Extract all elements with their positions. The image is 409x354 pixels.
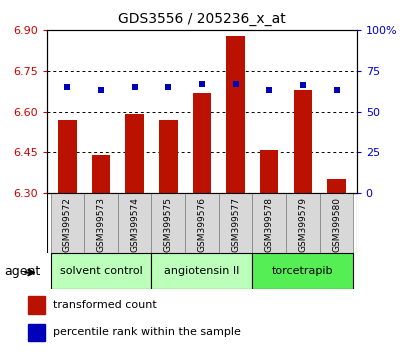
- Bar: [159, 120, 177, 193]
- Text: percentile rank within the sample: percentile rank within the sample: [52, 327, 240, 337]
- Text: GSM399576: GSM399576: [197, 197, 206, 252]
- Bar: [84, 193, 117, 253]
- Text: agent: agent: [4, 266, 40, 278]
- Bar: [151, 193, 184, 253]
- Bar: [125, 114, 144, 193]
- Bar: [285, 193, 319, 253]
- Bar: [50, 193, 84, 253]
- Bar: [218, 193, 252, 253]
- Bar: [58, 120, 76, 193]
- Text: solvent control: solvent control: [59, 266, 142, 276]
- Title: GDS3556 / 205236_x_at: GDS3556 / 205236_x_at: [118, 12, 285, 26]
- Bar: [259, 149, 278, 193]
- Bar: [319, 193, 353, 253]
- Bar: [326, 179, 345, 193]
- Bar: [28, 324, 45, 341]
- Bar: [184, 193, 218, 253]
- Bar: [151, 253, 252, 289]
- Bar: [252, 253, 353, 289]
- Text: angiotensin II: angiotensin II: [164, 266, 239, 276]
- Bar: [117, 193, 151, 253]
- Bar: [28, 297, 45, 314]
- Bar: [252, 193, 285, 253]
- Text: transformed count: transformed count: [52, 300, 156, 310]
- Text: GSM399579: GSM399579: [298, 197, 307, 252]
- Text: GSM399575: GSM399575: [163, 197, 172, 252]
- Bar: [226, 35, 244, 193]
- Text: GSM399578: GSM399578: [264, 197, 273, 252]
- Text: GSM399574: GSM399574: [130, 197, 139, 252]
- Text: torcetrapib: torcetrapib: [272, 266, 333, 276]
- Bar: [50, 253, 151, 289]
- Text: GSM399577: GSM399577: [231, 197, 240, 252]
- Bar: [92, 155, 110, 193]
- Text: GSM399572: GSM399572: [63, 197, 72, 252]
- Text: GSM399573: GSM399573: [96, 197, 105, 252]
- Bar: [293, 90, 311, 193]
- Text: GSM399580: GSM399580: [331, 197, 340, 252]
- Bar: [192, 92, 211, 193]
